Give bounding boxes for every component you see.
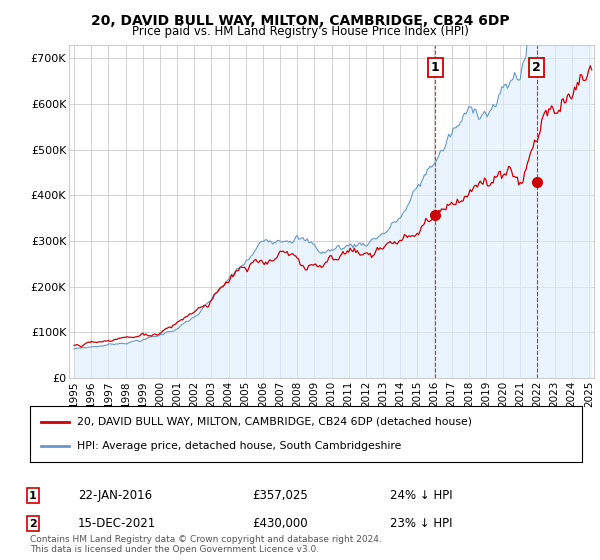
Text: 15-DEC-2021: 15-DEC-2021 (78, 517, 156, 530)
Text: 1: 1 (431, 61, 440, 74)
Text: £357,025: £357,025 (252, 489, 308, 502)
Text: HPI: Average price, detached house, South Cambridgeshire: HPI: Average price, detached house, Sout… (77, 441, 401, 451)
Text: £430,000: £430,000 (252, 517, 308, 530)
Text: This data is licensed under the Open Government Licence v3.0.: This data is licensed under the Open Gov… (30, 545, 319, 554)
Text: 1: 1 (29, 491, 37, 501)
Text: 23% ↓ HPI: 23% ↓ HPI (390, 517, 452, 530)
Text: Contains HM Land Registry data © Crown copyright and database right 2024.: Contains HM Land Registry data © Crown c… (30, 535, 382, 544)
Text: Price paid vs. HM Land Registry's House Price Index (HPI): Price paid vs. HM Land Registry's House … (131, 25, 469, 38)
Text: 20, DAVID BULL WAY, MILTON, CAMBRIDGE, CB24 6DP: 20, DAVID BULL WAY, MILTON, CAMBRIDGE, C… (91, 14, 509, 28)
Text: 2: 2 (532, 61, 541, 74)
Text: 2: 2 (29, 519, 37, 529)
Text: 20, DAVID BULL WAY, MILTON, CAMBRIDGE, CB24 6DP (detached house): 20, DAVID BULL WAY, MILTON, CAMBRIDGE, C… (77, 417, 472, 427)
Text: 22-JAN-2016: 22-JAN-2016 (78, 489, 152, 502)
Text: 24% ↓ HPI: 24% ↓ HPI (390, 489, 452, 502)
